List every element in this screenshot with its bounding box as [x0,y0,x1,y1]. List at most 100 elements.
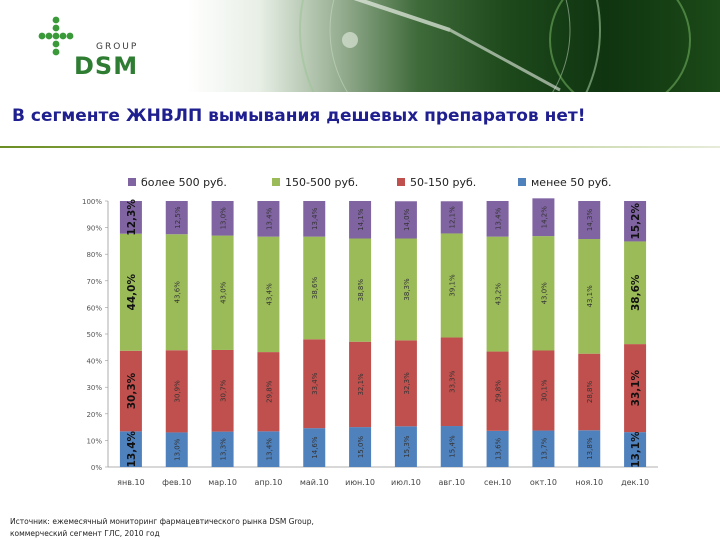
bar-segment [165,432,188,467]
data-label: 13,0% [174,438,182,461]
bar-segment [394,238,417,341]
x-tick-label: ноя.10 [575,478,603,487]
bar-segment [257,431,280,467]
clock-background-image [299,0,691,92]
data-label: 14,6% [311,436,319,459]
bar-segment [165,201,188,235]
bar-segment [486,201,509,237]
x-tick-label: май.10 [300,478,329,487]
bar-segment [303,236,326,340]
bar-segment [119,233,142,351]
bar-segment [394,340,417,427]
bar-segment [303,201,326,237]
title-divider [0,146,720,148]
stacked-bar-chart: более 500 руб. 150-500 руб. 50-150 руб. мен… [70,162,670,506]
data-label: 43,2% [495,283,503,306]
y-tick-label: 10% [86,437,102,445]
bar-segment [303,339,326,429]
bar-segment [257,352,280,432]
data-label: 14,3% [586,209,594,232]
bar-segment [486,236,509,352]
bar-segment [532,236,555,351]
bar-segment [211,349,234,432]
bar-segment [440,337,463,427]
data-label: 13,1% [630,431,642,468]
bar-segment [440,426,463,467]
bar-segment [394,426,417,467]
bar-segment [349,341,372,428]
x-tick-label: сен.10 [484,478,511,487]
data-label: 28,8% [586,381,594,404]
data-label: 14,1% [357,208,365,231]
bar-segment [440,201,463,234]
x-tick-label: янв.10 [117,478,144,487]
data-label: 13,6% [495,437,503,460]
x-tick-label: окт.10 [530,478,557,487]
bar-segment [486,430,509,467]
bar-segment [257,236,280,353]
bar-segment [349,427,372,467]
y-tick-label: 50% [86,331,102,339]
bar-segment [532,198,555,237]
bar-segment [578,353,601,431]
data-label: 30,1% [540,379,548,402]
legend-swatch [272,178,280,186]
data-label: 43,4% [265,283,273,306]
data-label: 13,4% [311,207,319,230]
legend-label: более 500 руб. [141,176,227,189]
bar-segment [532,430,555,467]
data-label: 33,1% [630,369,642,406]
data-label: 13,4% [265,207,273,230]
data-label: 13,4% [495,207,503,230]
x-tick-label: авг.10 [438,478,465,487]
bar-segment [624,432,647,467]
data-label: 30,7% [220,379,228,402]
x-tick-label: фев.10 [162,478,191,487]
bar-segment [119,350,142,432]
data-label: 13,8% [586,437,594,460]
bar-segment [119,201,142,234]
bar-segment [257,201,280,237]
data-label: 15,2% [630,203,642,240]
x-tick-label: июн.10 [345,478,375,487]
data-label: 33,3% [449,370,457,393]
data-label: 44,0% [126,274,138,311]
data-label: 43,0% [220,281,228,304]
x-tick-label: мар.10 [208,478,237,487]
legend-label: менее 50 руб. [531,176,612,189]
legend-label: 150-500 руб. [285,176,358,189]
page-title: В сегменте ЖНВЛП вымывания дешевых препа… [12,106,586,126]
data-label: 13,7% [540,437,548,460]
bar-segment [165,350,188,433]
data-label: 15,3% [403,435,411,458]
data-label: 38,8% [357,279,365,302]
bar-segment [624,241,647,345]
bar-segment [624,344,647,433]
data-label: 13,4% [126,430,138,467]
dsm-logo: GROUP DSM [38,14,148,80]
bar-segment [624,201,647,242]
y-tick-label: 70% [86,278,102,286]
data-label: 38,3% [403,278,411,301]
logo-group-text: GROUP [96,42,139,52]
y-tick-label: 60% [86,304,102,312]
data-label: 29,8% [495,380,503,403]
y-tick-label: 100% [82,198,102,206]
legend-label: 50-150 руб. [410,176,476,189]
data-label: 30,9% [174,380,182,403]
legend-swatch [518,178,526,186]
y-tick-label: 80% [86,251,102,259]
y-tick-label: 40% [86,358,102,366]
logo-brand-text: DSM [74,52,139,80]
header-banner: GROUP DSM [0,0,720,92]
bar-segment [211,431,234,467]
plus-dots-icon [38,16,74,56]
bar-segment [440,233,463,338]
legend-swatch [397,178,405,186]
chart-canvas: более 500 руб. 150-500 руб. 50-150 руб. мен… [82,176,658,487]
data-label: 29,8% [265,380,273,403]
x-tick-label: июл.10 [391,478,421,487]
y-tick-label: 30% [86,384,102,392]
data-label: 12,3% [126,199,138,236]
data-label: 14,2% [540,206,548,229]
